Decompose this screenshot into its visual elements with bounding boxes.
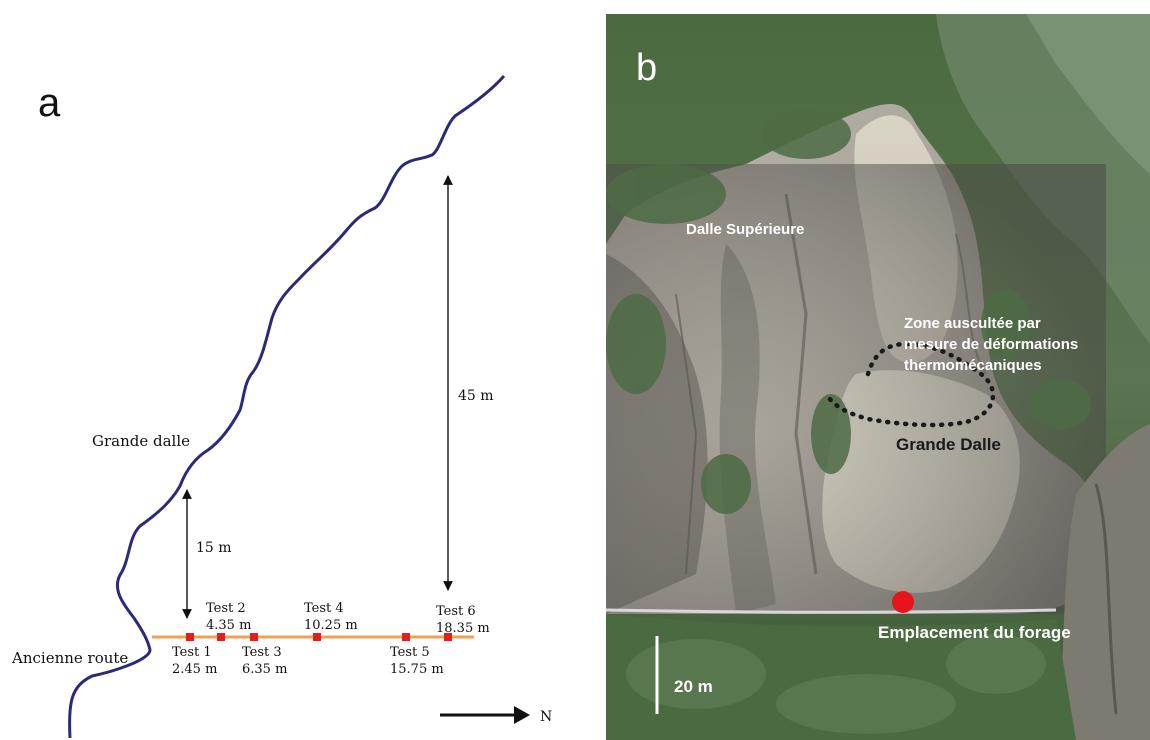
test-marker-2 [217,633,225,641]
ancienne-route-label: Ancienne route [11,649,128,667]
height-15m-label: 15 m [196,540,232,556]
test-3-dist: 6.35 m [242,662,287,677]
test-marker-3 [250,633,258,641]
measured-zone-outline [823,341,996,428]
test-6-name: Test 6 [436,604,476,619]
zone-label-line2: mesure de déformations [904,336,1078,353]
test-3-name: Test 3 [242,645,282,660]
test-4-dist: 10.25 m [304,618,358,633]
scale-label: 20 m [674,677,713,696]
test-2-dist: 4.35 m [206,618,251,633]
grande-dalle-photo-label: Grande Dalle [896,435,1001,454]
borehole-marker [892,591,914,613]
height-45m-label: 45 m [458,388,494,404]
test-6-dist: 18.35 m [436,621,490,636]
borehole-label: Emplacement du forage [878,623,1071,642]
test-2-name: Test 2 [206,601,246,616]
test-5-dist: 15.75 m [390,662,444,677]
test-marker-5 [402,633,410,641]
panel-a-label: a [38,81,61,125]
panel-a-schematic: a Test 1 2.45 m Test 2 4.35 m Test 3 6.3… [11,75,552,739]
zone-label-line3: thermomécaniques [904,357,1042,374]
test-4-name: Test 4 [304,601,344,616]
panel-b-label: b [636,47,657,89]
test-marker-4 [313,633,321,641]
grande-dalle-label: Grande dalle [92,432,190,450]
test-1-dist: 2.45 m [172,662,217,677]
panel-b-photo: b Dalle Supérieure Zone auscultée par me… [606,14,1150,740]
test-1-name: Test 1 [172,645,212,660]
test-marker-1 [186,633,194,641]
north-label: N [540,709,552,725]
north-arrow-head [514,706,530,724]
test-marker-6 [444,633,452,641]
upper-slab-label: Dalle Supérieure [686,221,804,238]
test-5-name: Test 5 [390,645,430,660]
zone-label-line1: Zone auscultée par [904,315,1041,332]
cliff-profile-line [68,75,506,739]
road-in-photo [606,608,1057,614]
